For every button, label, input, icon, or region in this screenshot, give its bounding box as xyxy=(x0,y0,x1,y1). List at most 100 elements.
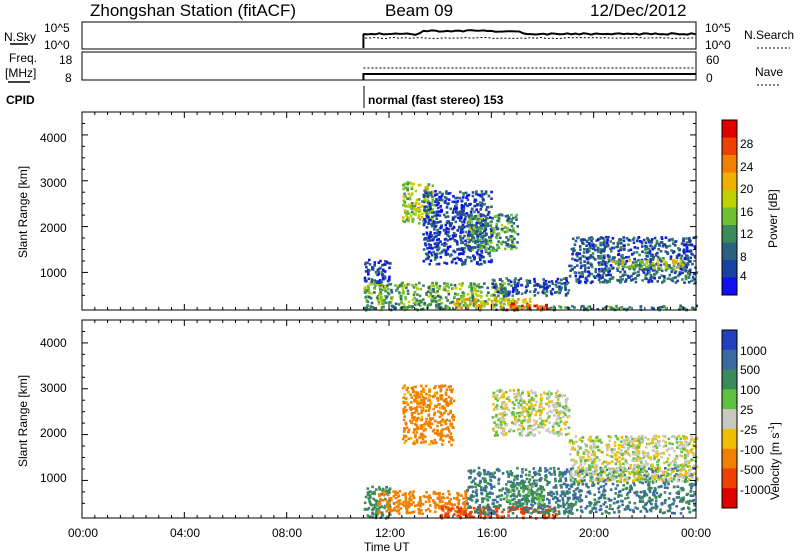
range-time-cell xyxy=(625,237,629,240)
range-time-cell xyxy=(564,427,567,431)
range-time-cell xyxy=(604,482,608,486)
range-time-cell xyxy=(504,404,508,407)
range-time-cell xyxy=(493,296,497,300)
range-time-cell xyxy=(534,288,537,291)
range-time-cell xyxy=(664,250,668,253)
range-time-cell xyxy=(389,301,393,304)
range-time-cell xyxy=(412,495,415,498)
range-time-cell xyxy=(634,260,638,264)
range-time-cell xyxy=(438,191,442,194)
range-time-cell xyxy=(520,411,523,415)
range-time-cell xyxy=(403,434,406,438)
range-time-cell xyxy=(435,238,439,242)
range-time-cell xyxy=(417,412,420,416)
range-time-cell xyxy=(417,399,420,403)
range-time-cell xyxy=(429,496,432,500)
range-time-cell xyxy=(693,256,697,259)
range-time-cell xyxy=(609,488,613,491)
range-time-cell xyxy=(499,288,503,292)
range-time-cell xyxy=(547,390,551,393)
range-time-cell xyxy=(575,278,578,281)
range-time-cell xyxy=(486,513,490,517)
range-time-cell xyxy=(491,282,494,285)
range-time-cell xyxy=(451,200,454,204)
range-time-cell xyxy=(385,301,388,304)
range-time-cell xyxy=(411,416,414,419)
range-time-cell xyxy=(437,287,441,291)
range-time-cell xyxy=(499,498,503,501)
range-time-cell xyxy=(539,411,543,415)
range-time-cell xyxy=(504,230,507,234)
range-time-cell xyxy=(481,245,485,248)
range-time-cell xyxy=(539,466,542,470)
range-time-cell xyxy=(468,248,471,251)
range-time-cell xyxy=(605,473,609,477)
range-time-cell xyxy=(657,485,661,489)
range-time-cell xyxy=(373,503,376,507)
range-time-cell xyxy=(674,466,677,470)
range-time-cell xyxy=(531,475,534,479)
range-time-cell xyxy=(571,304,574,308)
range-time-cell xyxy=(378,297,382,301)
range-time-cell xyxy=(511,305,515,309)
range-time-cell xyxy=(454,233,458,237)
range-time-cell xyxy=(569,509,573,513)
range-time-cell xyxy=(424,243,428,247)
range-time-cell xyxy=(676,279,679,283)
range-time-cell xyxy=(493,476,497,479)
range-time-cell xyxy=(677,264,680,268)
range-time-cell xyxy=(688,238,691,241)
freq-strip: Freq. [MHz] 18 8 60 0 Nave xyxy=(5,51,783,86)
range-time-cell xyxy=(682,498,685,502)
range-time-cell xyxy=(410,421,414,425)
range-time-cell xyxy=(368,269,371,272)
range-time-cell xyxy=(405,212,409,215)
range-time-cell xyxy=(419,208,422,212)
range-time-cell xyxy=(451,216,455,219)
range-time-cell xyxy=(506,214,509,218)
range-time-cell xyxy=(641,250,644,253)
range-time-cell xyxy=(554,477,557,481)
range-time-cell xyxy=(611,260,614,263)
range-time-cell xyxy=(540,409,543,413)
range-time-cell xyxy=(528,304,532,307)
range-time-cell xyxy=(560,282,564,286)
range-time-cell xyxy=(462,210,465,213)
range-time-cell xyxy=(687,502,691,505)
range-time-cell xyxy=(480,193,484,196)
range-time-cell xyxy=(473,224,476,228)
range-time-cell xyxy=(517,279,521,282)
range-time-cell xyxy=(479,208,483,211)
range-time-cell xyxy=(450,423,454,427)
range-time-cell xyxy=(471,296,475,300)
range-time-cell xyxy=(599,237,602,240)
range-time-cell xyxy=(375,510,378,513)
range-time-cell xyxy=(500,223,504,227)
range-time-cell xyxy=(490,190,493,194)
range-time-cell xyxy=(607,258,611,261)
range-time-cell xyxy=(453,308,456,311)
range-time-cell xyxy=(467,486,471,489)
range-time-cell xyxy=(672,260,676,264)
range-time-cell xyxy=(498,412,502,416)
range-time-cell xyxy=(504,293,508,296)
range-time-cell xyxy=(571,512,574,515)
range-time-cell xyxy=(460,206,464,210)
range-time-cell xyxy=(535,410,539,414)
range-time-cell xyxy=(459,210,462,213)
range-time-cell xyxy=(436,210,439,213)
range-time-cell xyxy=(453,295,456,299)
range-time-cell xyxy=(402,290,405,293)
range-time-cell xyxy=(578,252,581,256)
range-time-cell xyxy=(438,494,441,497)
range-time-cell xyxy=(371,516,374,519)
range-time-cell xyxy=(639,468,643,472)
range-time-cell xyxy=(428,417,432,420)
range-time-cell xyxy=(518,424,521,427)
range-time-cell xyxy=(445,403,448,406)
range-time-cell xyxy=(564,399,568,403)
range-time-cell xyxy=(492,429,496,432)
range-time-cell xyxy=(634,277,638,280)
range-time-cell xyxy=(456,491,459,495)
range-time-cell xyxy=(658,510,662,514)
